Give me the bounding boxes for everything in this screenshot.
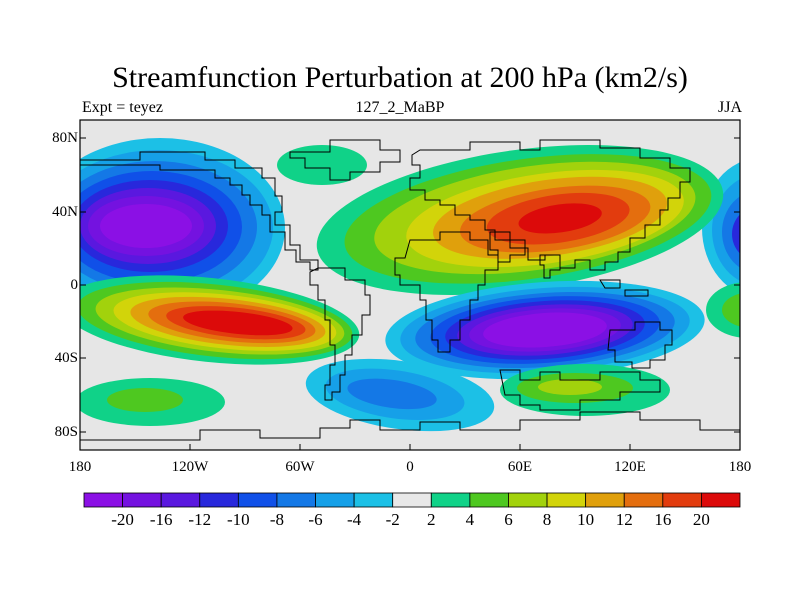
colorbar-label: 8	[542, 510, 552, 529]
colorbar-label: -10	[227, 510, 250, 529]
coastlines	[80, 139, 740, 441]
contour-region-southern-ocean-low	[305, 358, 495, 432]
colorbar-label: -6	[308, 510, 323, 529]
colorbar-label: 12	[615, 510, 633, 529]
y-tick-label: 40N	[52, 204, 78, 220]
contour-region-east-edge-high	[706, 282, 740, 338]
x-tick-label: 120E	[614, 459, 646, 475]
x-tick-label: 120W	[171, 459, 209, 475]
x-tick-label: 60W	[285, 459, 315, 475]
y-tick-label: 40S	[54, 350, 78, 366]
colorbar-label: 16	[654, 510, 672, 529]
colorbar-label: -2	[385, 510, 400, 529]
colorbar-swatch	[623, 492, 664, 508]
colorbar-swatch	[83, 492, 123, 508]
x-tick-label: 180	[68, 459, 92, 475]
coastline-southern-islands	[499, 369, 661, 411]
contour-fills	[80, 138, 740, 432]
plot-title: Streamfunction Perturbation at 200 hPa (…	[112, 61, 688, 94]
colorbar-label: 2	[427, 510, 436, 529]
run-label: 127_2_MaBP	[355, 99, 445, 116]
axis-ticks	[79, 137, 741, 450]
coastline-indonesia	[599, 279, 649, 297]
colorbar-label: -16	[149, 510, 173, 529]
y-tick-label: 0	[70, 277, 79, 293]
colorbar	[83, 492, 741, 508]
colorbar-label: -12	[188, 510, 212, 529]
coastline-india	[539, 254, 561, 279]
x-tick-label: 60E	[507, 459, 533, 475]
experiment-label: Expt = teyez	[82, 99, 163, 116]
coastline-greenland	[289, 139, 401, 181]
colorbar-label: -20	[111, 510, 134, 529]
colorbar-swatch	[392, 492, 432, 508]
contour-region-south-pacific-high	[80, 275, 360, 365]
colorbar-label: 20	[692, 510, 710, 529]
coastline-australia	[607, 321, 673, 369]
season-label: JJA	[717, 99, 742, 116]
contour-region-eurasia-high	[316, 145, 724, 295]
colorbar-label: -8	[269, 510, 285, 529]
x-tick-label: 180	[728, 459, 752, 475]
colorbar-swatch	[430, 492, 471, 508]
colorbar-label: 4	[465, 510, 475, 529]
colorbar-label: 10	[577, 510, 595, 529]
colorbar-swatch	[662, 492, 702, 508]
colorbar-swatch	[353, 492, 394, 508]
colorbar-swatch	[276, 492, 316, 508]
colorbar-label: -4	[347, 510, 362, 529]
coastline-south-america	[309, 267, 371, 401]
contour-region-indian-ocean-low	[385, 280, 705, 380]
contour-region-small-high	[277, 145, 367, 185]
y-tick-label: 80N	[52, 130, 78, 146]
colorbar-swatch	[199, 492, 239, 508]
colorbar-swatch	[546, 492, 587, 508]
colorbar-swatch	[122, 492, 162, 508]
coastline-antarctica	[80, 411, 740, 441]
colorbar-swatch	[508, 492, 548, 508]
contour-region-southwest-high	[80, 378, 225, 426]
colorbar-swatch	[237, 492, 278, 508]
colorbar-swatch	[160, 492, 201, 508]
colorbar-label: 6	[504, 510, 513, 529]
colorbar-swatch	[585, 492, 625, 508]
coastline-arabia	[489, 231, 526, 263]
contour-region-north-pacific-low	[80, 138, 285, 318]
contour-region-southern-ocean-high	[500, 364, 670, 416]
y-tick-label: 80S	[54, 424, 78, 440]
colorbar-swatch	[315, 492, 355, 508]
colorbar-swatch	[469, 492, 509, 508]
coastline-eurasia	[409, 139, 691, 271]
colorbar-swatch	[701, 492, 741, 508]
x-tick-label: 0	[406, 459, 414, 475]
coastline-africa	[394, 231, 499, 353]
